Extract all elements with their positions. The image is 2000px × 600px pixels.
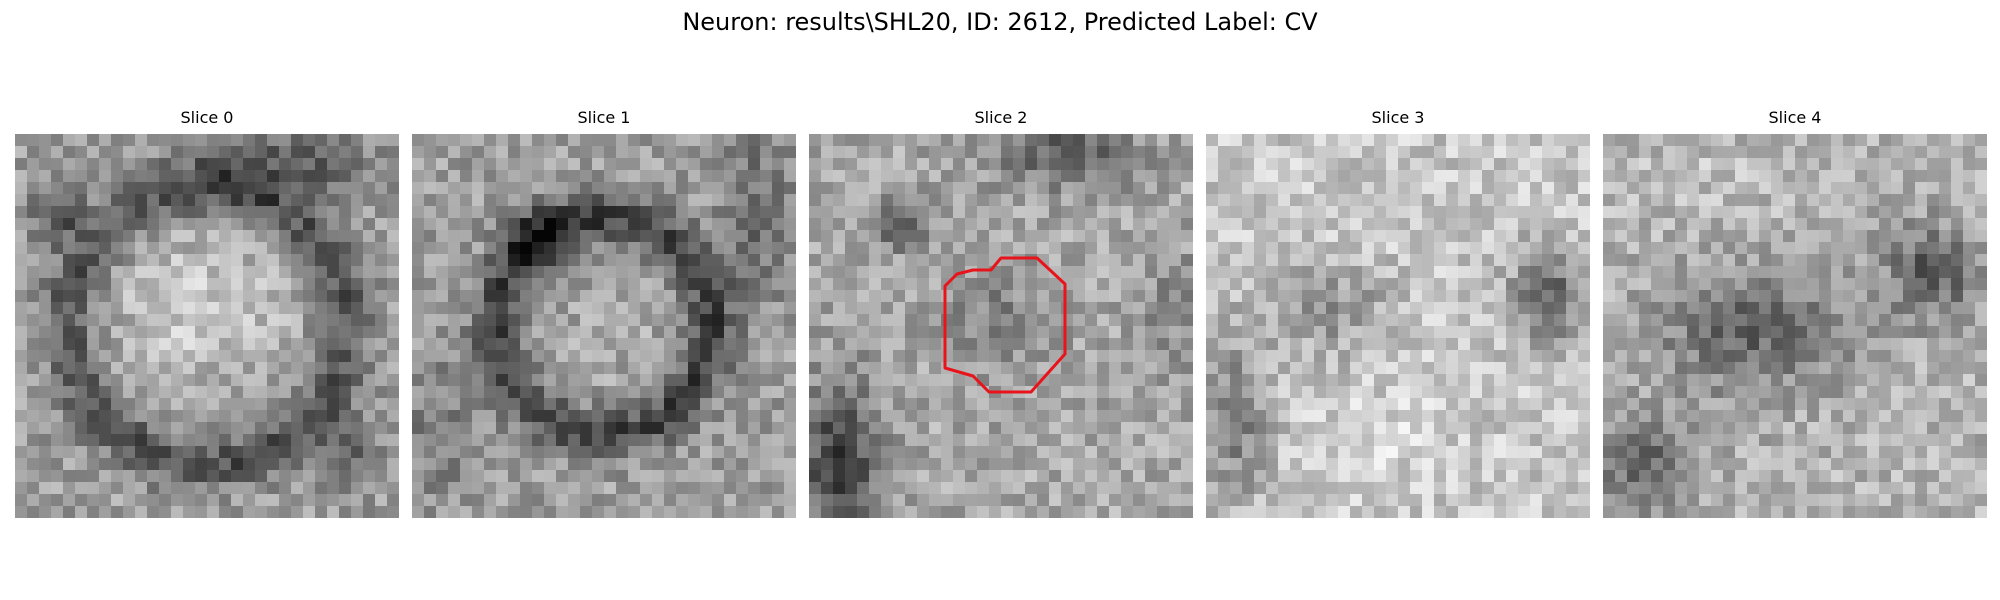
slice-panel-0: Slice 0 bbox=[15, 108, 399, 518]
slice-image bbox=[15, 134, 399, 518]
slice-title: Slice 2 bbox=[974, 108, 1028, 127]
slice-panel-3: Slice 3 bbox=[1206, 108, 1590, 518]
slice-title: Slice 0 bbox=[180, 108, 234, 127]
slice-image bbox=[412, 134, 796, 518]
slice-image bbox=[809, 134, 1193, 518]
slice-title: Slice 4 bbox=[1768, 108, 1822, 127]
slice-title: Slice 1 bbox=[577, 108, 631, 127]
slice-image bbox=[1206, 134, 1590, 518]
figure-title: Neuron: results\SHL20, ID: 2612, Predict… bbox=[682, 8, 1318, 36]
slice-panel-1: Slice 1 bbox=[412, 108, 796, 518]
slice-image bbox=[1603, 134, 1987, 518]
slice-title: Slice 3 bbox=[1371, 108, 1425, 127]
slice-panel-2: Slice 2 bbox=[809, 108, 1193, 518]
slice-panel-4: Slice 4 bbox=[1603, 108, 1987, 518]
